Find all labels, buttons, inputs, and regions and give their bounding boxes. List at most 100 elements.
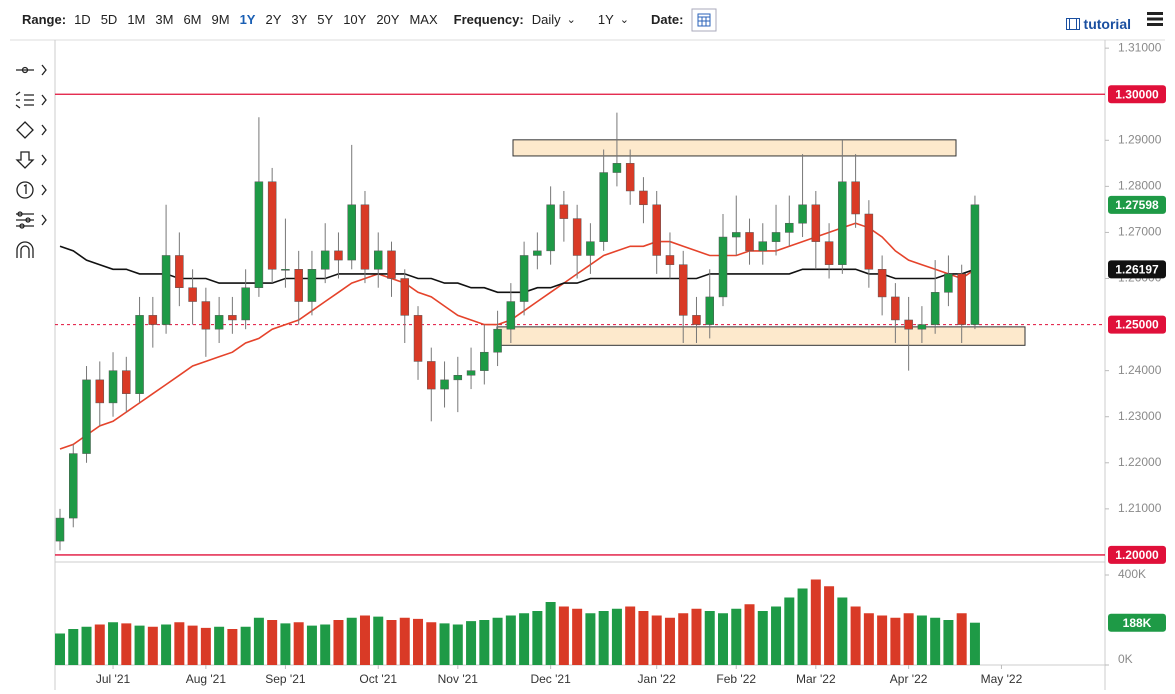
volume-bar [956, 613, 967, 665]
volume-bar [214, 626, 225, 665]
range-option[interactable]: 20Y [376, 12, 400, 27]
volume-bar [704, 611, 715, 665]
volume-bar [346, 617, 357, 665]
tool[interactable] [16, 64, 47, 76]
price-badge [1108, 195, 1166, 214]
volume-bar [253, 617, 264, 665]
volume-bar [757, 611, 768, 665]
x-tick-label: Jul '21 [96, 672, 131, 686]
tool[interactable] [15, 91, 47, 109]
chevron[interactable]: ⌄ [566, 14, 576, 26]
volume-tick-label: 0K [1118, 652, 1133, 666]
volume-bar [638, 611, 649, 665]
tutorial-link[interactable]: tutorial [1065, 16, 1131, 32]
range-option[interactable]: 10Y [343, 12, 367, 27]
candle-body [228, 315, 237, 321]
tool[interactable] [16, 181, 47, 199]
range-option[interactable]: MAX [409, 12, 438, 27]
candle-body [95, 379, 105, 404]
period-select[interactable]: 1Y [597, 12, 614, 27]
candle-body [175, 255, 184, 288]
candle-body [599, 172, 608, 242]
candle-body [347, 204, 356, 261]
range-option[interactable]: 9M [211, 12, 230, 27]
volume-bar [744, 604, 755, 665]
candle-body [612, 163, 622, 173]
tool[interactable] [16, 121, 47, 139]
range-option[interactable]: 5D [100, 12, 118, 27]
drawing-tools [15, 64, 47, 258]
range-option[interactable]: 3M [155, 12, 174, 27]
candle-body [745, 232, 754, 252]
volume-bar [824, 586, 835, 665]
range-option[interactable]: 3Y [291, 12, 308, 27]
candle-body [122, 370, 131, 394]
candle-body [652, 204, 661, 256]
candle-body [533, 250, 542, 256]
x-tick-label: May '22 [981, 672, 1023, 686]
volume-bar [227, 629, 238, 665]
tool[interactable] [15, 151, 47, 169]
tool[interactable] [16, 241, 34, 258]
menu-button[interactable] [1147, 12, 1163, 26]
candle-body [69, 453, 78, 519]
volume-bar [771, 606, 782, 665]
volume-bar [651, 615, 662, 665]
y-tick-label: 1.31000 [1118, 40, 1162, 54]
candle-body [692, 315, 701, 325]
volume-bar [625, 606, 636, 665]
range-option[interactable]: 1Y [239, 12, 256, 27]
x-tick-label: Jan '22 [638, 672, 677, 686]
price-badge [1108, 315, 1166, 334]
volume-bar [399, 617, 410, 665]
range-option[interactable]: 2Y [265, 12, 282, 27]
y-tick-label: 1.28000 [1118, 179, 1162, 193]
range-option[interactable]: 1M [127, 12, 146, 27]
range-option[interactable]: 6M [183, 12, 202, 27]
chevron[interactable]: ⌄ [619, 14, 629, 26]
tool[interactable] [16, 211, 47, 229]
volume-bar [452, 624, 463, 665]
price-badge-label: 1.30000 [1115, 87, 1159, 101]
candle-body [453, 375, 463, 381]
candle-body [82, 379, 91, 454]
toolbar: Range: 1D 5D 1M 3M 6M 9M 1Y 2Y 3Y 5Y 10Y 20Y MAX Fre… [0, 0, 1175, 39]
date-label: Date: [650, 12, 684, 27]
volume-bar [558, 606, 569, 665]
range-option[interactable]: 5Y [317, 12, 334, 27]
candle-body [718, 236, 728, 298]
volume-bar [373, 616, 384, 665]
y-tick-label: 1.27000 [1118, 225, 1162, 239]
tutorial-text[interactable]: tutorial [1083, 16, 1131, 32]
y-tick-label: 1.22000 [1118, 455, 1162, 469]
candle-body [944, 273, 953, 293]
candle-body [758, 241, 768, 252]
volume-bar [108, 622, 119, 665]
candle-body [864, 213, 874, 270]
calendar-button[interactable] [691, 8, 717, 32]
volume-bar [850, 606, 861, 665]
candle-body [785, 222, 794, 233]
candle-body [665, 255, 675, 265]
candle-body [108, 370, 118, 404]
range-option[interactable]: 1D [74, 12, 91, 27]
volume-bar [147, 626, 158, 665]
range-list: 1D 5D 1M 3M 6M 9M 1Y 2Y 3Y 5Y 10Y 20Y MAX [74, 12, 448, 27]
volume-bar [293, 622, 304, 665]
candle-body [307, 269, 317, 302]
candle-body [360, 204, 370, 270]
volume-bar [797, 588, 808, 665]
candle-body [387, 250, 396, 279]
y-tick-label: 1.24000 [1118, 363, 1162, 377]
candle-body [427, 361, 436, 390]
volume-bar [877, 615, 888, 665]
frequency-label: Frequency: [453, 12, 524, 27]
volume-bar [121, 623, 132, 665]
frequency-select[interactable]: Daily [531, 12, 561, 27]
candle-body [480, 351, 489, 371]
candle-body [572, 218, 582, 256]
candle-body [851, 181, 860, 215]
price-badge-label: 1.20000 [1115, 548, 1159, 562]
candle-body [838, 181, 847, 265]
